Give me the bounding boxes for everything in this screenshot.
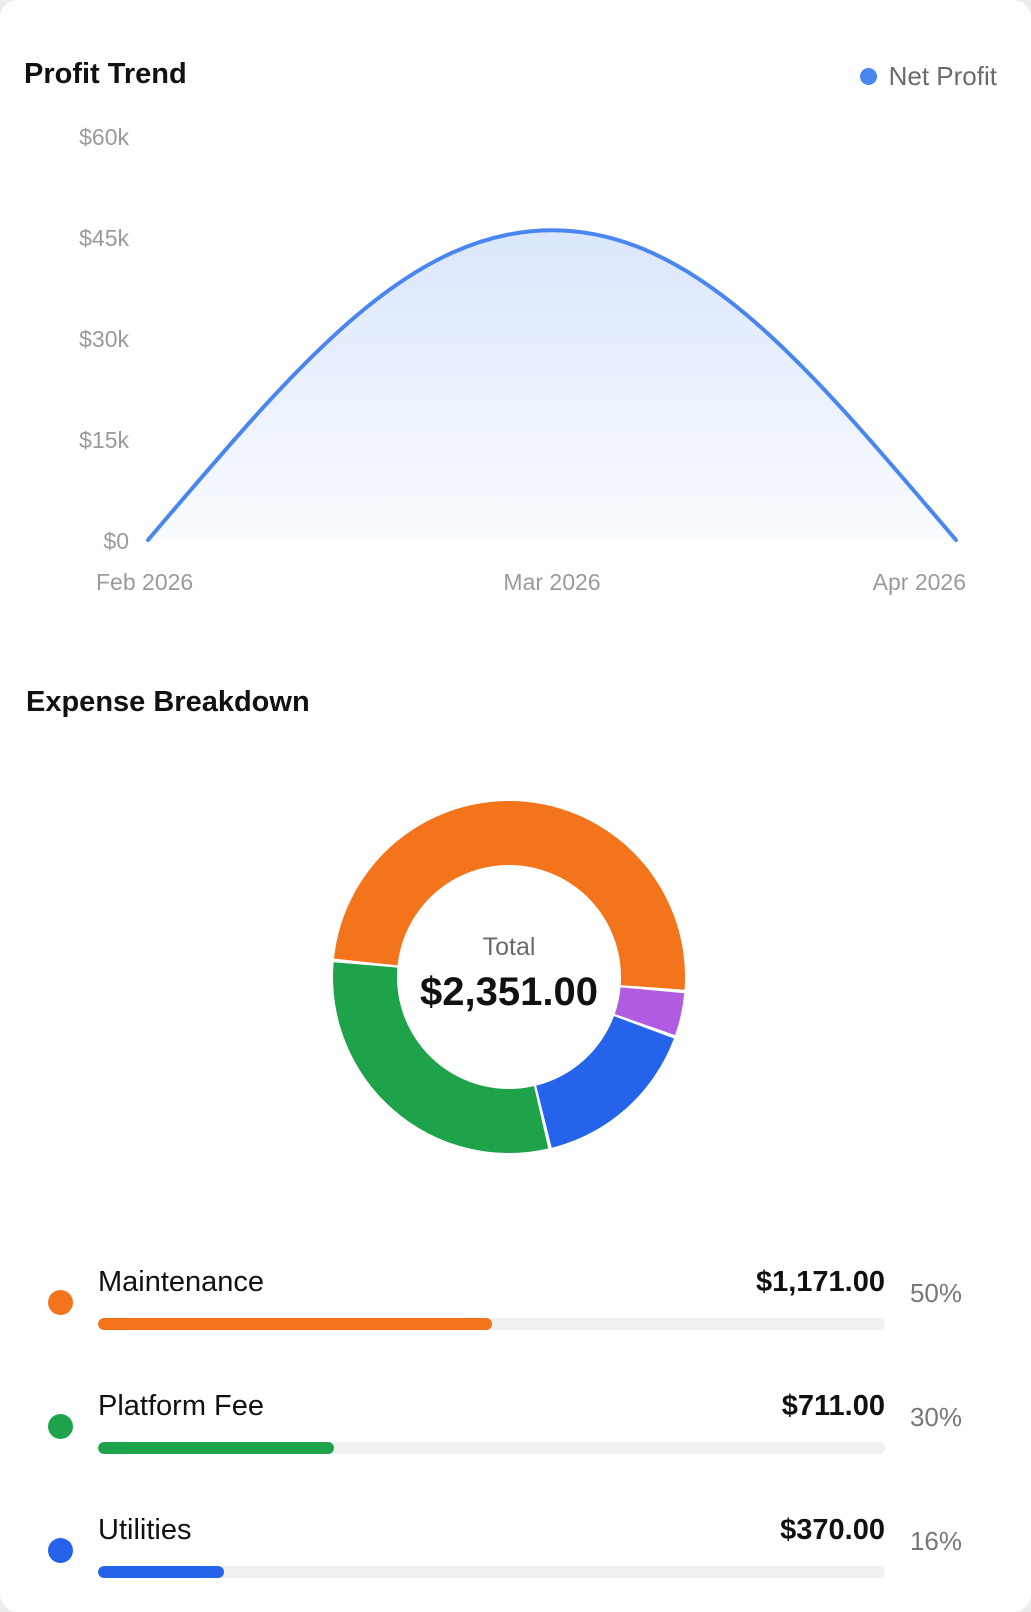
x-tick-label: Mar 2026: [503, 569, 600, 595]
net-profit-legend-label: Net Profit: [888, 61, 997, 91]
expense-row-platform-fee[interactable]: Platform Fee $711.00 30%: [0, 1386, 1031, 1466]
expense-amount: $1,171.00: [755, 1266, 885, 1298]
expense-row-maintenance[interactable]: Maintenance $1,171.00 50%: [0, 1262, 1031, 1342]
donut-slice-maintenance[interactable]: [333, 800, 686, 990]
expense-breakdown-title: Expense Breakdown: [26, 686, 310, 718]
y-tick-label: $30k: [79, 326, 129, 352]
net-profit-legend-dot: [859, 68, 877, 85]
profit-legend: Net Profit: [859, 61, 997, 92]
y-tick-label: $60k: [79, 124, 129, 150]
expense-amount: $370.00: [780, 1514, 885, 1546]
platform-fee-color-dot: [48, 1414, 73, 1439]
donut-slice-other[interactable]: [614, 987, 685, 1036]
x-tick-label: Feb 2026: [96, 569, 193, 595]
x-tick-label: Apr 2026: [873, 569, 966, 595]
expense-name: Platform Fee: [98, 1390, 264, 1422]
y-tick-label: $0: [103, 528, 129, 554]
expense-name: Utilities: [98, 1514, 192, 1546]
y-tick-label: $15k: [79, 427, 129, 453]
maintenance-color-dot: [48, 1290, 73, 1315]
expense-percent: 50%: [909, 1278, 963, 1308]
net-profit-line: [146, 228, 958, 542]
expense-amount: $711.00: [781, 1390, 885, 1422]
expense-donut-chart: [333, 800, 686, 1153]
expense-progress-track: [98, 1318, 885, 1330]
expense-percent: 30%: [909, 1402, 963, 1432]
expense-name: Maintenance: [98, 1266, 265, 1298]
profit-trend-title: Profit Trend: [24, 58, 187, 90]
expense-progress-fill: [98, 1566, 224, 1578]
expense-row-utilities[interactable]: Utilities $370.00 16%: [0, 1510, 1031, 1590]
net-profit-area: [148, 230, 956, 540]
profit-trend-chart: $0 $15k $30k $45k $60k Feb 2026 Mar 2026 Apr 2…: [79, 124, 966, 595]
expense-progress-track: [98, 1442, 885, 1454]
expense-percent: 16%: [909, 1526, 963, 1556]
y-tick-label: $45k: [79, 225, 129, 251]
utilities-color-dot: [48, 1538, 73, 1563]
donut-slice-platform-fee[interactable]: [333, 962, 549, 1153]
expense-progress-fill: [98, 1318, 492, 1330]
expense-progress-track: [98, 1566, 885, 1578]
expense-progress-fill: [98, 1442, 335, 1454]
donut-slice-utilities[interactable]: [536, 1016, 674, 1148]
